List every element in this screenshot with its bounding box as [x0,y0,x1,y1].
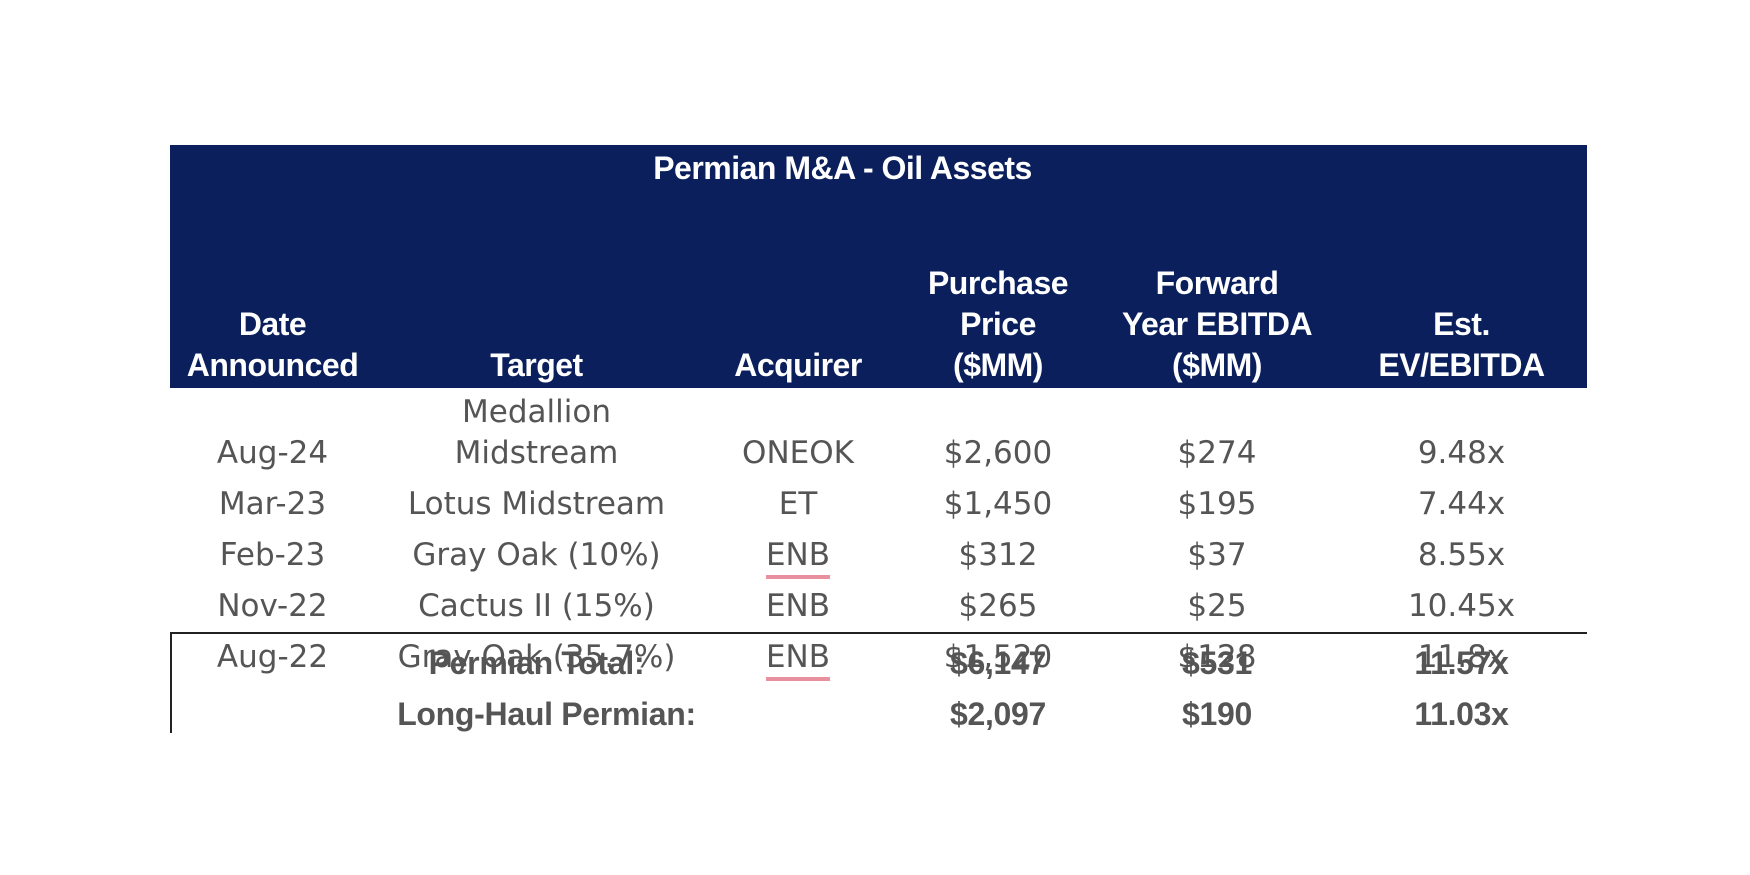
header-acquirer: Acquirer [734,347,862,383]
totals-row-permian: Permian Total: $6,147 $531 11.57x [170,641,1587,683]
totals-divider [170,632,1587,634]
cell-price: $2,600 [943,435,1053,471]
header-purchase-price: Purchase Price ($MM) [927,265,1069,383]
spellcheck-underline: ENB [765,639,831,681]
cell-price: $265 [958,588,1038,624]
cell-price: $1,450 [943,486,1053,522]
cell-price: $312 [958,537,1038,573]
table-row: Feb-23 Gray Oak (10%) ENB $312 $37 8.55x [170,525,1587,579]
cell-date: Nov-22 [217,588,328,624]
total-multiple: 11.57x [1414,645,1509,681]
table-title-bar: Permian M&A - Oil Assets [170,145,1587,191]
totals-row-long-haul: Long-Haul Permian: $2,097 $190 11.03x [170,692,1587,733]
cell-multiple: 10.45x [1407,588,1516,624]
cell-multiple: 7.44x [1417,486,1506,522]
cell-date: Aug-24 [216,435,329,471]
table-row: Nov-22 Cactus II (15%) ENB $265 $25 10.4… [170,576,1587,627]
table-row: Mar-23 Lotus Midstream ET $1,450 $195 7.… [170,474,1587,525]
spellcheck-underline: ENB [765,537,831,579]
header-ev-ebitda: Est. EV/EBITDA [1378,306,1545,383]
cell-ebitda: $25 [1187,588,1247,624]
cell-multiple: 11.8x [1417,639,1506,675]
cell-price: $1,520 [943,639,1053,675]
total-label: Permian Total: [428,645,645,681]
total-price: $6,147 [949,645,1047,681]
cell-target: Gray Oak (35.7%) [397,639,676,675]
header-target: Target [490,347,583,383]
total-ebitda: $190 [1182,696,1252,732]
permian-ma-table: Permian M&A - Oil Assets Date Announced … [170,145,1587,733]
table-title: Permian M&A - Oil Assets [653,149,1032,186]
cell-ebitda: $274 [1177,435,1257,471]
cell-ebitda: $37 [1187,537,1247,573]
header-forward-ebitda: Forward Year EBITDA ($MM) [1121,265,1313,383]
cell-date: Mar-23 [218,486,327,522]
cell-multiple: 8.55x [1417,537,1506,573]
table-row: Aug-24 Medallion Midstream ONEOK $2,600 … [170,388,1587,474]
cell-target: Gray Oak (10%) [412,537,661,573]
left-border [170,634,172,733]
cell-target: Lotus Midstream [407,486,666,522]
cell-date: Feb-23 [219,537,326,573]
cell-acquirer: ENB [698,637,898,681]
cell-date: Aug-22 [216,639,329,675]
header-date-announced: Date Announced [186,306,359,383]
cell-acquirer: ONEOK [742,435,854,471]
cell-target: Cactus II (15%) [418,588,655,624]
total-price: $2,097 [949,696,1047,732]
total-ebitda: $531 [1182,645,1252,681]
cell-acquirer: ET [778,486,818,522]
cell-multiple: 9.48x [1417,435,1506,471]
cell-acquirer: ENB [698,535,898,579]
table-row: Aug-22 Gray Oak (35.7%) ENB $1,520 $128 … [170,627,1587,681]
cell-acquirer: ENB [765,588,831,624]
cell-target: Medallion Midstream [454,394,619,471]
total-label: Long-Haul Permian: [397,696,696,732]
table-header-row: Date Announced Target Acquirer Purchase … [170,191,1587,388]
total-multiple: 11.03x [1414,696,1509,732]
cell-ebitda: $195 [1177,486,1257,522]
cell-ebitda: $128 [1177,639,1257,675]
